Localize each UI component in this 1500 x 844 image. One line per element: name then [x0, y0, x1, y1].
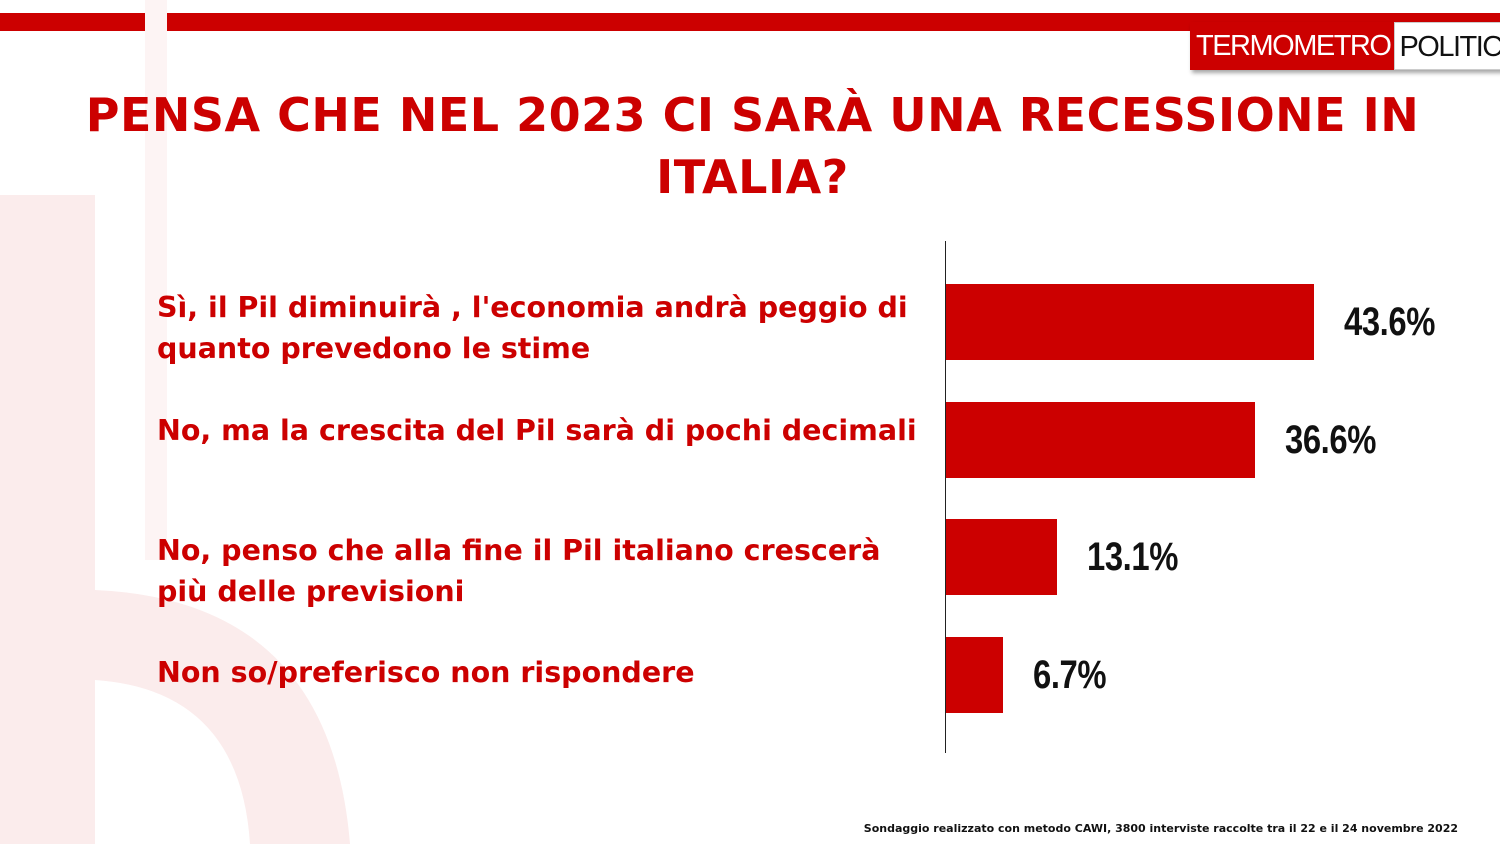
logo-text-politico: POLITICO: [1394, 22, 1500, 70]
bar: [946, 636, 1003, 713]
top-accent-bar: [0, 13, 1500, 31]
bar-value-label: 13.1%: [1086, 535, 1178, 579]
chart-title: PENSA CHE NEL 2023 CI SARÀ UNA RECESSION…: [85, 88, 1420, 204]
logo-text-termometro: TERMOMETRO: [1190, 22, 1395, 70]
category-label: No, ma la crescita del Pil sarà di pochi…: [157, 414, 917, 447]
category-label: Non so/preferisco non rispondere: [157, 656, 695, 689]
bar-value-label: 6.7%: [1032, 652, 1107, 697]
survey-footnote: Sondaggio realizzato con metodo CAWI, 38…: [863, 822, 1458, 835]
bar-value-label: 36.6%: [1284, 417, 1376, 462]
category-label: No, penso che alla fine il Pil italiano …: [157, 534, 881, 608]
category-label: Sì, il Pil diminuirà , l'economia andrà …: [157, 291, 908, 365]
bar: [946, 284, 1314, 360]
termometro-politico-logo: TERMOMETRO POLITICO: [1190, 22, 1500, 70]
watermark-logo: [0, 0, 350, 844]
bar-value-label: 43.6%: [1344, 300, 1435, 344]
category-axis-line: [945, 241, 946, 753]
bar: [946, 401, 1255, 478]
bar: [946, 519, 1057, 595]
